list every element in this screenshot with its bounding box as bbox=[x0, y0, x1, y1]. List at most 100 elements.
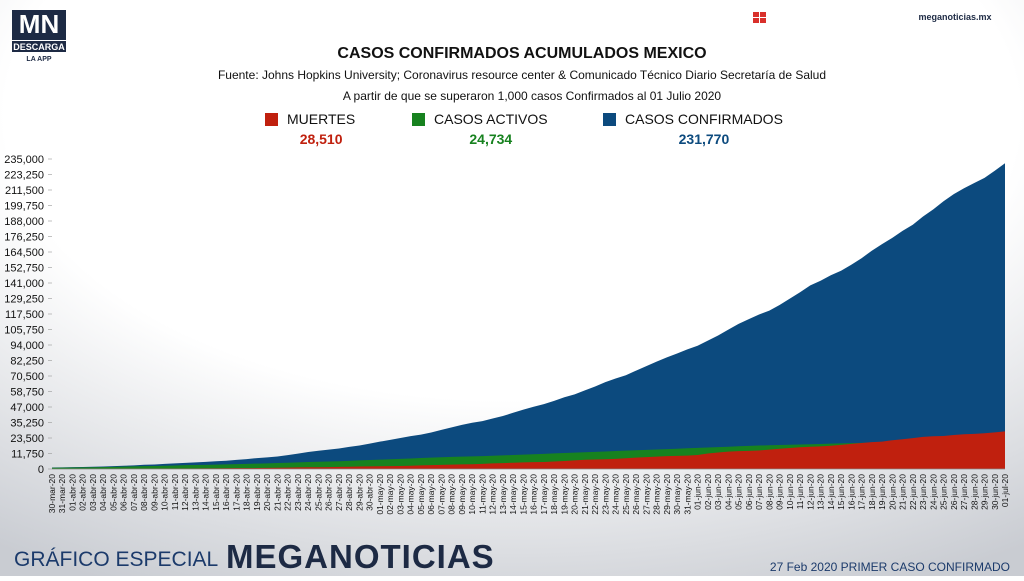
x-tick-label: 14-abr-20 bbox=[201, 474, 211, 511]
x-tick-label: 21-abr-20 bbox=[272, 474, 282, 511]
x-tick-label: 09-jun-20 bbox=[775, 474, 785, 510]
x-tick-label: 29-jun-20 bbox=[980, 474, 990, 510]
x-tick-label: 11-jun-20 bbox=[795, 474, 805, 510]
logo-download: DESCARGA bbox=[13, 42, 65, 52]
x-tick-label: 31-may-20 bbox=[682, 474, 692, 515]
footer-right: 27 Feb 2020 PRIMER CASO CONFIRMADO bbox=[770, 560, 1010, 574]
x-tick-label: 29-abr-20 bbox=[354, 474, 364, 511]
x-tick-label: 07-may-20 bbox=[436, 474, 446, 515]
x-tick-label: 01-may-20 bbox=[375, 474, 385, 515]
logo-box bbox=[12, 10, 66, 40]
x-tick-label: 20-may-20 bbox=[570, 474, 580, 515]
x-tick-label: 05-abr-20 bbox=[108, 474, 118, 511]
x-tick-label: 30-jun-20 bbox=[990, 474, 1000, 510]
legend-label: CASOS ACTIVOS bbox=[434, 111, 548, 127]
x-tick-label: 22-abr-20 bbox=[283, 474, 293, 511]
plot: 0 11,750 23,500 35,250 47,000 58,750 70,500 82,… bbox=[4, 154, 1010, 515]
x-tick-label: 29-may-20 bbox=[662, 474, 672, 515]
legend-total: 231,770 bbox=[679, 131, 730, 147]
x-tick-label: 03-may-20 bbox=[395, 474, 405, 515]
x-tick-label: 26-abr-20 bbox=[324, 474, 334, 511]
y-tick-label: 58,750 bbox=[10, 387, 44, 399]
y-tick-label: 47,000 bbox=[10, 402, 44, 414]
y-tick-label: 0 bbox=[38, 464, 44, 476]
y-tick-label: 117,500 bbox=[5, 309, 44, 321]
x-tick-label: 20-abr-20 bbox=[262, 474, 272, 511]
logo: MN bbox=[19, 9, 59, 39]
legend: MUERTES 28,510 CASOS ACTIVOS 24,734 CASOS CO… bbox=[265, 111, 783, 147]
x-tick-label: 04-jun-20 bbox=[723, 474, 733, 510]
x-tick-label: 23-jun-20 bbox=[918, 474, 928, 510]
x-tick-label: 30-mar-20 bbox=[47, 474, 57, 513]
x-tick-label: 05-jun-20 bbox=[734, 474, 744, 510]
x-tick-label: 09-abr-20 bbox=[149, 474, 159, 511]
x-tick-label: 01-jul-20 bbox=[1000, 474, 1010, 507]
x-tick-label: 19-jun-20 bbox=[877, 474, 887, 510]
x-tick-label: 12-abr-20 bbox=[180, 474, 190, 511]
icon bbox=[753, 12, 766, 23]
x-tick-label: 28-jun-20 bbox=[969, 474, 979, 510]
x-tick-label: 02-may-20 bbox=[385, 474, 395, 515]
area bbox=[52, 431, 1005, 469]
x-tick-label: 10-jun-20 bbox=[785, 474, 795, 510]
x-tick-label: 04-abr-20 bbox=[98, 474, 108, 511]
x-tick-label: 26-may-20 bbox=[631, 474, 641, 515]
chart-note: A partir de que se superaron 1,000 casos… bbox=[343, 89, 722, 103]
x-tick-label: 03-abr-20 bbox=[88, 474, 98, 511]
legend-total: 24,734 bbox=[469, 131, 512, 147]
area bbox=[52, 163, 1005, 469]
y-tick-label: 11,750 bbox=[11, 449, 44, 461]
x-tick-label: 13-jun-20 bbox=[816, 474, 826, 510]
logo-app: LA APP bbox=[26, 56, 51, 63]
x-tick-label: 05-may-20 bbox=[416, 474, 426, 515]
x-tick-label: 08-abr-20 bbox=[139, 474, 149, 511]
x-tick-label: 16-abr-20 bbox=[221, 474, 231, 511]
x-tick-label: 07-jun-20 bbox=[754, 474, 764, 510]
x-tick-label: 25-abr-20 bbox=[313, 474, 323, 511]
x-tick-label: 22-jun-20 bbox=[908, 474, 918, 510]
y-tick-label: 23,500 bbox=[10, 433, 44, 445]
x-tick-label: 08-jun-20 bbox=[764, 474, 774, 510]
x-tick-label: 30-abr-20 bbox=[365, 474, 375, 511]
y-tick-label: 82,250 bbox=[10, 356, 44, 368]
x-tick-label: 26-jun-20 bbox=[949, 474, 959, 510]
x-tick-label: 14-jun-20 bbox=[826, 474, 836, 510]
x-tick-label: 13-abr-20 bbox=[190, 474, 200, 511]
x-tick-label: 07-abr-20 bbox=[129, 474, 139, 511]
x-tick-label: 11-abr-20 bbox=[170, 474, 180, 510]
y-tick-label: 141,000 bbox=[4, 278, 44, 290]
x-tick-label: 18-may-20 bbox=[549, 474, 559, 515]
x-tick-label: 28-may-20 bbox=[652, 474, 662, 515]
site: meganoticias.mx bbox=[918, 12, 991, 22]
x-tick-label: 31-mar-20 bbox=[57, 474, 67, 513]
x-tick-label: 17-abr-20 bbox=[231, 474, 241, 511]
x-tick-label: 03-jun-20 bbox=[713, 474, 723, 510]
x-tick-label: 09-may-20 bbox=[457, 474, 467, 515]
x-tick-label: 01-jun-20 bbox=[693, 474, 703, 510]
x-tick-label: 02-abr-20 bbox=[78, 474, 88, 511]
x-tick-label: 15-jun-20 bbox=[836, 474, 846, 510]
x-tick-label: 25-jun-20 bbox=[939, 474, 949, 510]
x-tick-label: 30-may-20 bbox=[672, 474, 682, 515]
x-tick-label: 21-may-20 bbox=[580, 474, 590, 515]
x-tick-label: 02-jun-20 bbox=[703, 474, 713, 510]
x-tick-label: 10-may-20 bbox=[467, 474, 477, 515]
x-tick-label: 23-may-20 bbox=[600, 474, 610, 515]
y-tick-label: 188,000 bbox=[4, 216, 44, 228]
x-tick-label: 22-may-20 bbox=[590, 474, 600, 515]
x-tick-label: 08-may-20 bbox=[447, 474, 457, 515]
y-tick-label: 70,500 bbox=[10, 371, 44, 383]
y-tick-label: 35,250 bbox=[10, 418, 44, 430]
legend-label: MUERTES bbox=[287, 111, 355, 127]
x-tick-label: 24-abr-20 bbox=[303, 474, 313, 511]
x-tick-label: 16-jun-20 bbox=[846, 474, 856, 510]
x-tick-label: 25-may-20 bbox=[621, 474, 631, 515]
x-tick-label: 19-may-20 bbox=[559, 474, 569, 515]
y-tick-label: 105,750 bbox=[4, 325, 44, 337]
y-tick-label: 94,000 bbox=[10, 340, 44, 352]
logo-box bbox=[12, 41, 66, 52]
x-tick-label: 27-abr-20 bbox=[334, 474, 344, 511]
x-tick-label: 17-may-20 bbox=[539, 474, 549, 515]
